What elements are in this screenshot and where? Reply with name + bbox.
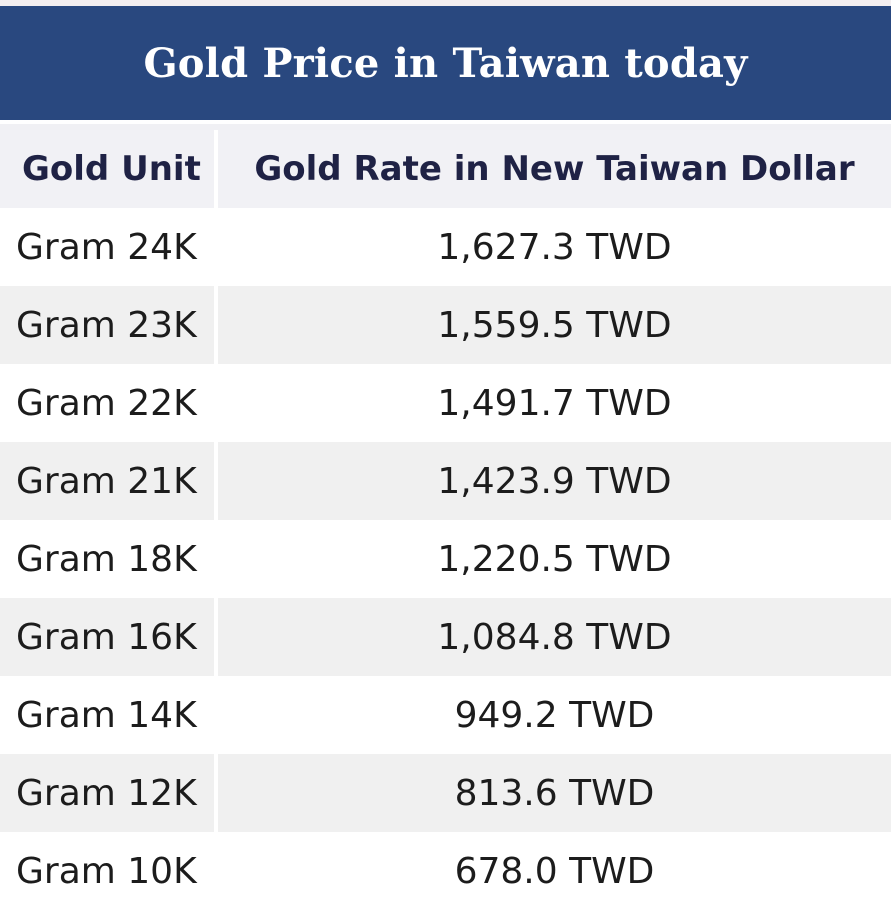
header-gold-unit: Gold Unit <box>0 130 218 208</box>
row-rate: 1,084.8 TWD <box>218 598 891 676</box>
table-row: Gram 22K 1,491.7 TWD <box>0 364 891 442</box>
table-row: Gram 10K 678.0 TWD <box>0 832 891 900</box>
row-unit: Gram 21K <box>0 442 218 520</box>
table-header-row: Gold Unit Gold Rate in New Taiwan Dollar <box>0 130 891 208</box>
table-row: Gram 24K 1,627.3 TWD <box>0 208 891 286</box>
row-rate: 1,423.9 TWD <box>218 442 891 520</box>
header-gold-rate: Gold Rate in New Taiwan Dollar <box>218 130 891 208</box>
row-unit: Gram 18K <box>0 520 218 598</box>
table-row: Gram 23K 1,559.5 TWD <box>0 286 891 364</box>
row-rate: 949.2 TWD <box>218 676 891 754</box>
row-unit: Gram 10K <box>0 832 218 900</box>
table-row: Gram 21K 1,423.9 TWD <box>0 442 891 520</box>
row-unit: Gram 23K <box>0 286 218 364</box>
row-unit: Gram 24K <box>0 208 218 286</box>
page-title: Gold Price in Taiwan today <box>143 39 748 87</box>
title-bar: Gold Price in Taiwan today <box>0 6 891 120</box>
table-row: Gram 16K 1,084.8 TWD <box>0 598 891 676</box>
row-unit: Gram 14K <box>0 676 218 754</box>
table-row: Gram 14K 949.2 TWD <box>0 676 891 754</box>
gold-rate-table: Gold Unit Gold Rate in New Taiwan Dollar… <box>0 124 891 900</box>
row-unit: Gram 12K <box>0 754 218 832</box>
top-strip <box>0 0 891 6</box>
row-rate: 1,491.7 TWD <box>218 364 891 442</box>
row-rate: 813.6 TWD <box>218 754 891 832</box>
row-rate: 1,220.5 TWD <box>218 520 891 598</box>
row-unit: Gram 16K <box>0 598 218 676</box>
row-rate: 1,559.5 TWD <box>218 286 891 364</box>
row-rate: 678.0 TWD <box>218 832 891 900</box>
table-row: Gram 18K 1,220.5 TWD <box>0 520 891 598</box>
table-row: Gram 12K 813.6 TWD <box>0 754 891 832</box>
row-rate: 1,627.3 TWD <box>218 208 891 286</box>
row-unit: Gram 22K <box>0 364 218 442</box>
